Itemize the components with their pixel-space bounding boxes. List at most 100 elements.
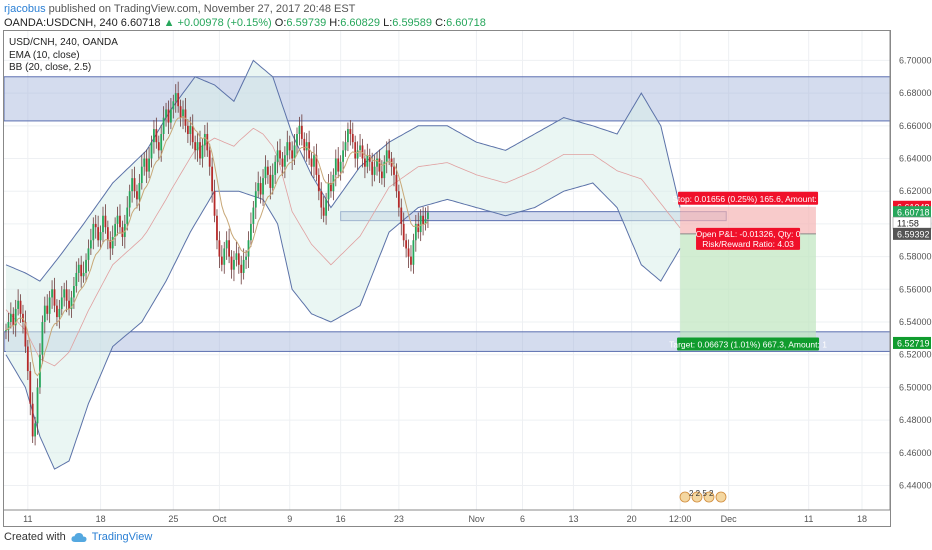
target-label-bg — [677, 337, 820, 351]
event-flag-icon — [691, 491, 703, 503]
candle-body — [380, 171, 383, 179]
candle-body — [233, 259, 235, 270]
target-label-text: Target: 0.06673 (1.01%) 667.3, Amount: 1 — [669, 339, 827, 349]
short-position[interactable]: Stop: 0.01656 (0.25%) 165.6, Amount: 1 Ta… — [669, 191, 827, 351]
candle-body — [330, 183, 332, 192]
candle-body — [213, 191, 216, 216]
candle-body — [155, 129, 158, 143]
candle-body — [254, 191, 257, 208]
candle-body — [373, 166, 376, 175]
candle-body — [274, 161, 277, 175]
candle-body — [89, 240, 92, 249]
candle-body — [296, 133, 298, 146]
candle-body — [250, 223, 252, 241]
candle-body — [65, 289, 68, 301]
candle-body — [402, 223, 405, 241]
candle-body — [174, 93, 177, 102]
open-label: O: — [274, 17, 287, 29]
candle-body — [172, 101, 175, 110]
candle-body — [240, 264, 243, 273]
close-value: 6.60718 — [446, 17, 486, 29]
price-tag: 11:58 — [892, 216, 932, 230]
x-tick-label: 11 — [23, 514, 32, 524]
ema-line — [5, 115, 429, 377]
candle-body — [225, 240, 228, 249]
candle-body — [220, 256, 223, 265]
candle-body — [351, 133, 354, 143]
candle-body — [111, 236, 114, 249]
candle-body — [191, 125, 194, 143]
symbol-label: OANDA:USDCNH, 240 — [4, 17, 118, 29]
axes: 6.44000 6.46000 6.48000 6.50000 6.52000 6.540… — [4, 31, 932, 524]
ema-path — [5, 115, 429, 377]
zone-1 — [3, 76, 891, 122]
legend-ema[interactable]: EMA (10, close) — [9, 50, 80, 61]
bb-fill — [6, 60, 681, 470]
price-tag: 6.52719 — [893, 336, 931, 349]
created-with-text: Created with — [4, 531, 66, 543]
candle-body — [259, 183, 262, 195]
candle-body — [419, 215, 422, 233]
price-tag-text: 11:58 — [897, 219, 919, 229]
candle-body — [264, 166, 267, 179]
author-link[interactable]: rjacobus — [4, 3, 46, 15]
candle-body — [140, 166, 143, 184]
x-tick-label: 20 — [627, 514, 637, 524]
candle-body — [53, 289, 56, 306]
candle-body — [347, 129, 349, 143]
candle-body — [342, 150, 344, 162]
stop-label: Stop: 0.01656 (0.25%) 165.6, Amount: 1 — [672, 191, 824, 205]
low-value: 6.59589 — [392, 17, 433, 29]
candle-body — [262, 178, 264, 195]
candles — [5, 81, 429, 446]
candle-body — [75, 272, 78, 287]
reward-area — [680, 233, 816, 343]
tradingview-cloud-icon — [71, 532, 87, 542]
bb-basis — [5, 127, 681, 367]
candle-body — [177, 93, 180, 107]
candle-body — [279, 150, 281, 159]
pnl-text: Open P&L: -0.01326, Qty: 0 — [696, 229, 801, 239]
rr-text: Risk/Reward Ratio: 4.03 — [702, 239, 794, 249]
candle-body — [269, 174, 272, 188]
candle-body — [298, 125, 301, 134]
candle-body — [393, 166, 395, 175]
tradingview-brand[interactable]: TradingView — [91, 531, 153, 543]
candle-body — [131, 178, 133, 192]
x-tick-label: 11 — [804, 514, 813, 524]
y-tick-label: 6.54000 — [899, 317, 932, 327]
candle-body — [216, 215, 218, 241]
candle-body — [199, 142, 201, 159]
candle-body — [267, 166, 269, 175]
candle-body — [317, 174, 320, 192]
y-tick-label: 6.44000 — [899, 480, 932, 490]
candle-body — [337, 158, 340, 172]
candle-body — [126, 207, 129, 224]
candle-body — [82, 272, 85, 277]
candle-body — [400, 207, 403, 224]
legend-series[interactable]: USD/CNH, 240, OANDA — [9, 37, 118, 48]
footer: Created with TradingView — [4, 531, 152, 543]
stop-label-text: Stop: 0.01656 (0.25%) 165.6, Amount: 1 — [672, 194, 824, 204]
zones — [3, 76, 891, 352]
candle-body — [17, 300, 20, 309]
candle-body — [361, 145, 364, 159]
legend-bb[interactable]: BB (20, close, 2.5) — [9, 62, 92, 73]
candle-body — [407, 248, 410, 257]
candle-body — [283, 155, 286, 167]
candle-body — [182, 109, 184, 118]
candle-body — [368, 155, 371, 162]
y-tick-label: 6.68000 — [899, 88, 932, 98]
y-tick-label: 6.58000 — [899, 252, 932, 262]
candle-body — [167, 109, 170, 123]
bollinger-bands — [5, 59, 681, 470]
event-flag-icon — [715, 491, 727, 503]
publish-text: published on TradingView.com, November 2… — [48, 3, 356, 15]
candle-body — [242, 259, 245, 273]
price-tag-text: 6.59392 — [897, 229, 930, 239]
price-tag-bg — [893, 227, 931, 240]
candle-body — [286, 142, 289, 156]
candle-body — [85, 259, 87, 273]
